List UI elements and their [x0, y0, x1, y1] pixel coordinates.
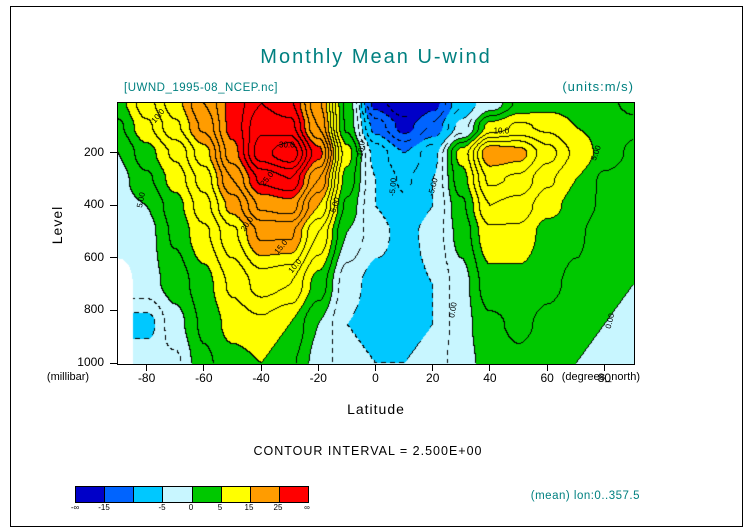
x-axis-units-label: (degrees_north) [561, 371, 640, 383]
x-tick-mark [489, 365, 491, 371]
x-tick-label: -80 [137, 371, 156, 385]
x-tick-mark [375, 365, 376, 371]
colorbar-segment [192, 487, 222, 502]
colorbar [75, 486, 309, 503]
colorbar-segment [76, 487, 106, 502]
colorbar-tick-label: -15 [98, 503, 110, 512]
colorbar-tick-label: ∞ [304, 503, 310, 512]
x-tick-mark [603, 365, 605, 371]
x-tick-mark [203, 365, 205, 371]
x-tick-mark [260, 365, 262, 371]
x-tick-label: 40 [483, 371, 497, 385]
colorbar-segment [134, 487, 164, 502]
y-tick-mark [110, 257, 117, 259]
page-title: Monthly Mean U-wind [260, 46, 492, 68]
colorbar-segment [250, 487, 280, 502]
contour-interval-note: CONTOUR INTERVAL = 2.500E+00 [253, 444, 483, 458]
dataset-label: [UWND_1995-08_NCEP.nc] [124, 82, 278, 94]
x-tick-label: -20 [309, 371, 327, 385]
contour-plot [117, 102, 635, 365]
units-label: (units:m/s) [562, 79, 634, 94]
colorbar-segment [163, 487, 193, 502]
colorbar-segment [105, 487, 135, 502]
y-tick-mark [110, 309, 117, 311]
contour-label: 10.0 [493, 126, 510, 136]
y-axis-label: Level [49, 205, 65, 245]
x-tick-label: 0 [372, 371, 379, 385]
y-tick-mark [110, 204, 117, 206]
colorbar-tick-label: 15 [244, 503, 254, 512]
y-tick-label: 400 [83, 197, 104, 212]
contour-plot-canvas [118, 103, 634, 364]
colorbar-tick-label: -5 [158, 503, 166, 512]
x-tick-label: -60 [195, 371, 213, 385]
y-tick-mark [110, 152, 117, 154]
x-tick-label: 80 [597, 371, 612, 385]
y-tick-label: 800 [83, 302, 104, 317]
y-tick-label: 1000 [77, 355, 104, 369]
y-tick-label: 200 [83, 144, 104, 159]
x-tick-mark [317, 365, 319, 371]
outer-frame [10, 6, 743, 527]
x-axis-label: Latitude [347, 401, 405, 417]
x-tick-mark [546, 365, 548, 371]
contour-label: 30.0 [279, 140, 295, 150]
y-tick-mark [110, 362, 117, 364]
colorbar-segment [279, 487, 308, 502]
colorbar-tick-label: 5 [217, 503, 223, 512]
colorbar-tick-label: 25 [273, 503, 283, 512]
colorbar-labels: -∞ -15 -5 0 5 15 25 ∞ [71, 503, 310, 515]
x-tick-label: -40 [252, 371, 270, 385]
y-tick-label: 600 [83, 249, 104, 264]
y-axis-units-label: (millibar) [46, 371, 90, 383]
x-tick-label: 60 [540, 371, 554, 385]
mean-note: (mean) lon:0..357.5 [530, 490, 640, 502]
x-tick-mark [432, 365, 434, 371]
x-tick-mark [146, 365, 148, 371]
colorbar-tick-label: -∞ [70, 503, 80, 512]
x-tick-label: 20 [426, 371, 440, 385]
colorbar-tick-label: 0 [188, 503, 194, 512]
contour-label: -5.00 [387, 177, 398, 197]
colorbar-segment [221, 487, 251, 502]
